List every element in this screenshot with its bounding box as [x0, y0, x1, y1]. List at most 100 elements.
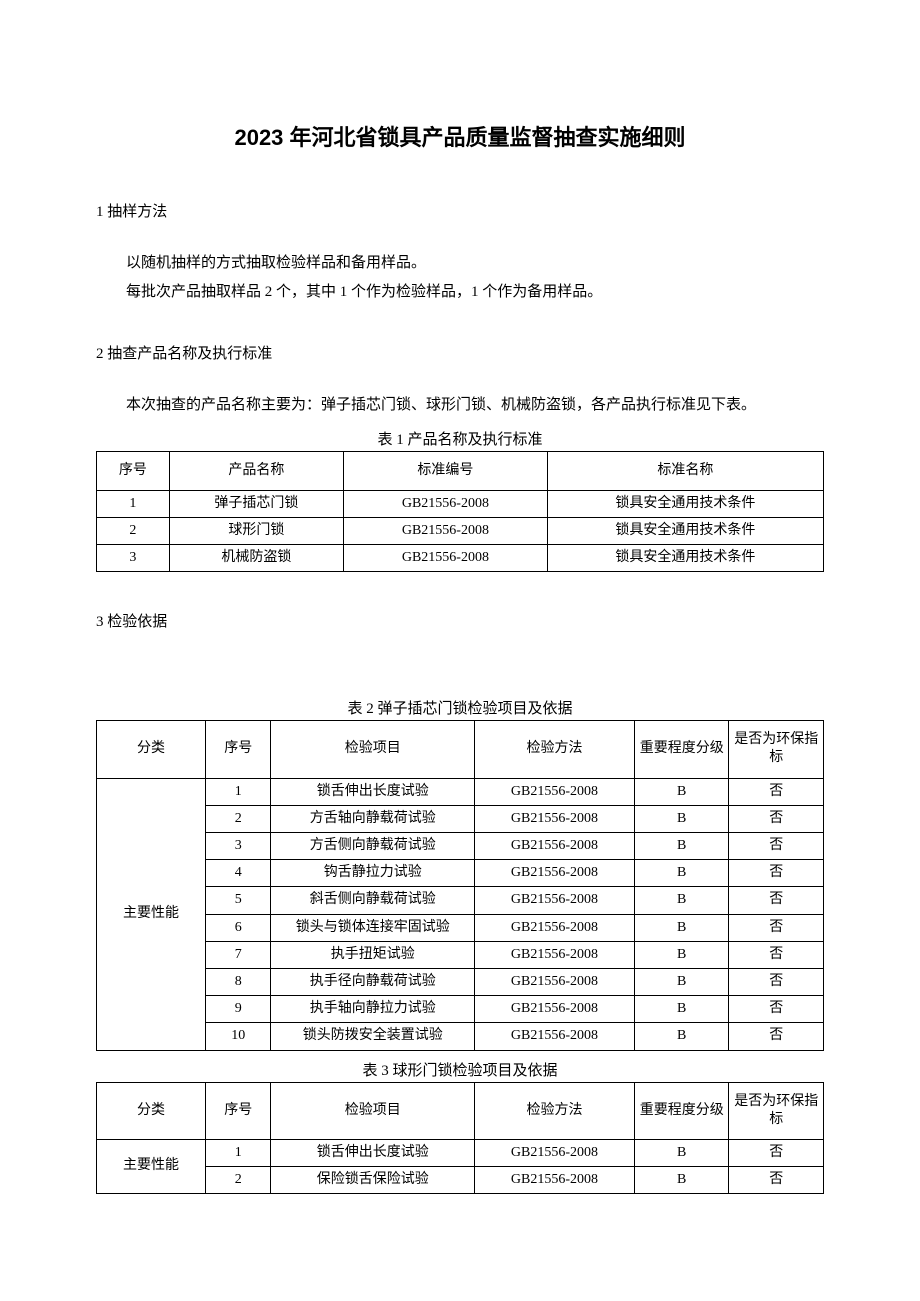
table-row: 7 执手扭矩试验 GB21556-2008 B 否 [97, 941, 824, 968]
cell: GB21556-2008 [344, 517, 548, 544]
table-row: 9 执手轴向静拉力试验 GB21556-2008 B 否 [97, 996, 824, 1023]
cell: GB21556-2008 [475, 833, 635, 860]
col-env: 是否为环保指标 [729, 1082, 824, 1139]
cell: B [634, 996, 729, 1023]
cell: GB21556-2008 [475, 996, 635, 1023]
cell: GB21556-2008 [475, 914, 635, 941]
category-cell: 主要性能 [97, 1139, 206, 1193]
col-inspection-method: 检验方法 [475, 721, 635, 778]
cell: B [634, 860, 729, 887]
cell: 锁舌伸出长度试验 [271, 778, 475, 805]
table-3-inspection: 分类 序号 检验项目 检验方法 重要程度分级 是否为环保指标 主要性能 1 锁舌… [96, 1082, 824, 1195]
cell: 否 [729, 968, 824, 995]
cell: GB21556-2008 [475, 1023, 635, 1050]
cell: 否 [729, 778, 824, 805]
cell: 1 [206, 1139, 271, 1166]
col-inspection-item: 检验项目 [271, 721, 475, 778]
cell: 锁具安全通用技术条件 [547, 545, 823, 572]
cell: 锁具安全通用技术条件 [547, 490, 823, 517]
cell: 保险锁舌保险试验 [271, 1167, 475, 1194]
cell: B [634, 968, 729, 995]
cell: GB21556-2008 [475, 941, 635, 968]
section-1-para-1: 以随机抽样的方式抽取检验样品和备用样品。 [96, 249, 824, 278]
table-row: 主要性能 1 锁舌伸出长度试验 GB21556-2008 B 否 [97, 778, 824, 805]
document-title: 2023 年河北省锁具产品质量监督抽查实施细则 [96, 120, 824, 152]
table-row: 10 锁头防拨安全装置试验 GB21556-2008 B 否 [97, 1023, 824, 1050]
cell: 2 [206, 1167, 271, 1194]
table-header-row: 分类 序号 检验项目 检验方法 重要程度分级 是否为环保指标 [97, 1082, 824, 1139]
table-2-caption: 表 2 弹子插芯门锁检验项目及依据 [96, 697, 824, 718]
cell: GB21556-2008 [475, 1167, 635, 1194]
cell: B [634, 805, 729, 832]
table-1-caption: 表 1 产品名称及执行标准 [96, 428, 824, 449]
cell: 锁头防拨安全装置试验 [271, 1023, 475, 1050]
cell: 否 [729, 1139, 824, 1166]
table-row: 3 方舌侧向静载荷试验 GB21556-2008 B 否 [97, 833, 824, 860]
cell: GB21556-2008 [475, 968, 635, 995]
cell: B [634, 1023, 729, 1050]
cell: B [634, 914, 729, 941]
cell: 1 [206, 778, 271, 805]
cell: GB21556-2008 [475, 1139, 635, 1166]
section-2-head: 2 抽查产品名称及执行标准 [96, 342, 824, 363]
col-seq: 序号 [206, 721, 271, 778]
table-row: 2 保险锁舌保险试验 GB21556-2008 B 否 [97, 1167, 824, 1194]
table-row: 3 机械防盗锁 GB21556-2008 锁具安全通用技术条件 [97, 545, 824, 572]
table-1-standards: 序号 产品名称 标准编号 标准名称 1 弹子插芯门锁 GB21556-2008 … [96, 451, 824, 573]
cell: 10 [206, 1023, 271, 1050]
col-standard-name: 标准名称 [547, 451, 823, 490]
table-3-caption: 表 3 球形门锁检验项目及依据 [96, 1059, 824, 1080]
cell: 6 [206, 914, 271, 941]
section-1-para-2: 每批次产品抽取样品 2 个，其中 1 个作为检验样品，1 个作为备用样品。 [96, 278, 824, 307]
cell: 弹子插芯门锁 [169, 490, 343, 517]
cell: 球形门锁 [169, 517, 343, 544]
cell: GB21556-2008 [475, 805, 635, 832]
document-page: 2023 年河北省锁具产品质量监督抽查实施细则 1 抽样方法 以随机抽样的方式抽… [0, 0, 920, 1301]
cell: B [634, 941, 729, 968]
cell: 否 [729, 805, 824, 832]
col-seq: 序号 [97, 451, 170, 490]
cell: 否 [729, 914, 824, 941]
cell: 9 [206, 996, 271, 1023]
col-seq: 序号 [206, 1082, 271, 1139]
cell: GB21556-2008 [475, 860, 635, 887]
cell: 锁具安全通用技术条件 [547, 517, 823, 544]
cell: B [634, 778, 729, 805]
cell: GB21556-2008 [344, 490, 548, 517]
cell: 方舌侧向静载荷试验 [271, 833, 475, 860]
cell: 钩舌静拉力试验 [271, 860, 475, 887]
cell: 否 [729, 860, 824, 887]
cell: 3 [97, 545, 170, 572]
section-2-para-1: 本次抽查的产品名称主要为：弹子插芯门锁、球形门锁、机械防盗锁，各产品执行标准见下… [96, 391, 824, 420]
col-product-name: 产品名称 [169, 451, 343, 490]
col-category: 分类 [97, 1082, 206, 1139]
col-env: 是否为环保指标 [729, 721, 824, 778]
table-row: 4 钩舌静拉力试验 GB21556-2008 B 否 [97, 860, 824, 887]
col-inspection-method: 检验方法 [475, 1082, 635, 1139]
cell: 1 [97, 490, 170, 517]
cell: B [634, 1139, 729, 1166]
cell: 方舌轴向静载荷试验 [271, 805, 475, 832]
cell: 否 [729, 887, 824, 914]
cell: 否 [729, 833, 824, 860]
table-header-row: 分类 序号 检验项目 检验方法 重要程度分级 是否为环保指标 [97, 721, 824, 778]
cell: 8 [206, 968, 271, 995]
cell: 斜舌侧向静载荷试验 [271, 887, 475, 914]
cell: GB21556-2008 [344, 545, 548, 572]
cell: 执手扭矩试验 [271, 941, 475, 968]
table-row: 8 执手径向静载荷试验 GB21556-2008 B 否 [97, 968, 824, 995]
table-row: 主要性能 1 锁舌伸出长度试验 GB21556-2008 B 否 [97, 1139, 824, 1166]
table-row: 6 锁头与锁体连接牢固试验 GB21556-2008 B 否 [97, 914, 824, 941]
cell: 4 [206, 860, 271, 887]
table-row: 1 弹子插芯门锁 GB21556-2008 锁具安全通用技术条件 [97, 490, 824, 517]
cell: 否 [729, 1023, 824, 1050]
cell: 5 [206, 887, 271, 914]
cell: 7 [206, 941, 271, 968]
category-cell: 主要性能 [97, 778, 206, 1050]
cell: 执手径向静载荷试验 [271, 968, 475, 995]
cell: 执手轴向静拉力试验 [271, 996, 475, 1023]
cell: 3 [206, 833, 271, 860]
col-category: 分类 [97, 721, 206, 778]
cell: B [634, 887, 729, 914]
cell: 锁头与锁体连接牢固试验 [271, 914, 475, 941]
